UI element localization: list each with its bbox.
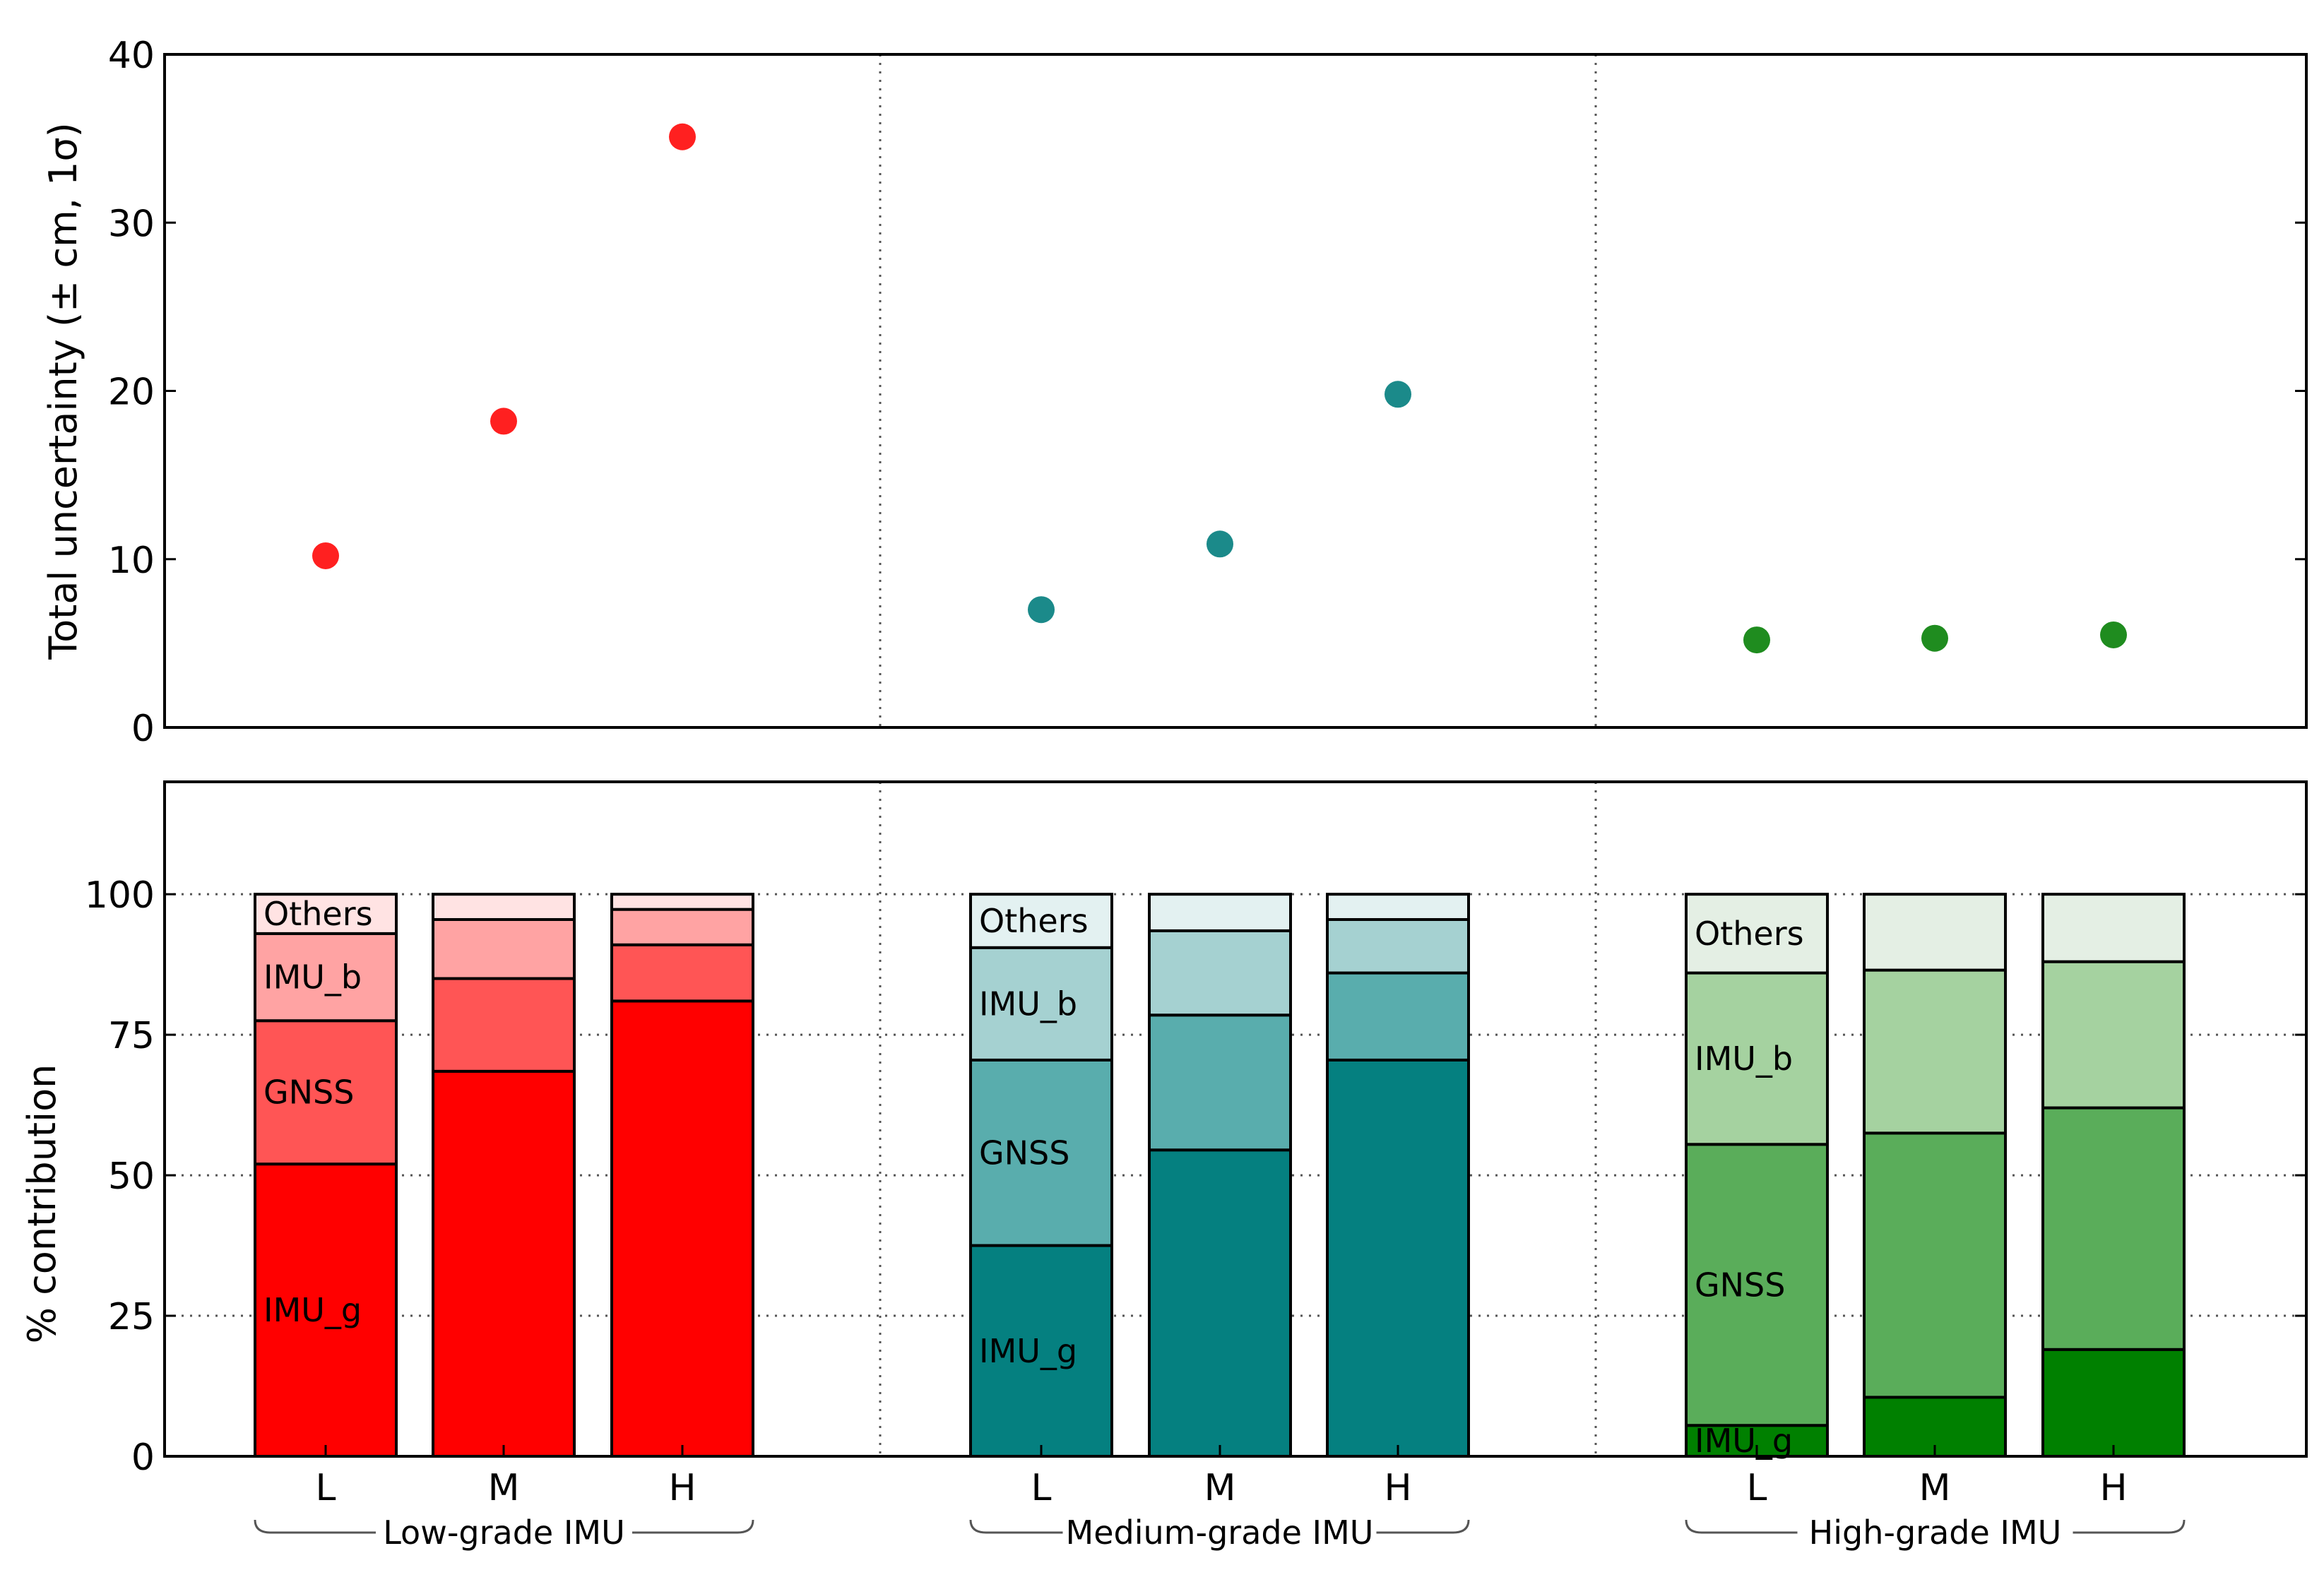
data-point bbox=[490, 408, 517, 435]
bar-segment-imu-b bbox=[1685, 971, 1829, 1146]
bottom-panel: IMU_g GNSS IMU_b Others L M H Low-grade IMU IMU_… bbox=[20, 780, 2308, 1552]
bar-segment-imu-g bbox=[610, 999, 754, 1458]
bar-segment-label: IMU_b bbox=[979, 985, 1077, 1023]
data-point bbox=[669, 123, 696, 150]
bottom-plot-frame bbox=[163, 780, 2308, 1458]
data-point bbox=[2100, 621, 2127, 648]
bar-segment-others bbox=[2041, 893, 2186, 963]
bar-segment-gnss bbox=[1863, 1131, 2007, 1399]
bar-segment-gnss bbox=[1685, 1143, 1829, 1427]
bar-segment-imu-b bbox=[1863, 968, 2007, 1135]
bar-segment-label: GNSS bbox=[979, 1134, 1069, 1172]
x-tick-label: L bbox=[1031, 1467, 1052, 1509]
bar-segment-label: IMU_g bbox=[1695, 1422, 1793, 1460]
x-tick-label: H bbox=[1384, 1467, 1411, 1509]
bar-segment-label: Others bbox=[1695, 915, 1804, 953]
bar-segment-imu-g bbox=[432, 1069, 576, 1458]
y-tick-label: 10 bbox=[108, 540, 155, 582]
bar-segment-imu-b bbox=[610, 908, 754, 946]
bar-segment-label: Others bbox=[979, 902, 1089, 940]
bar-segment-imu-b bbox=[254, 932, 398, 1023]
bar-segment-imu-b bbox=[432, 917, 576, 980]
y-tick-label: 100 bbox=[85, 874, 155, 917]
bar-segment-others bbox=[610, 893, 754, 911]
bar-segment-others bbox=[1863, 893, 2007, 972]
x-tick-label: L bbox=[1747, 1467, 1767, 1509]
y-tick-label: 40 bbox=[108, 35, 155, 77]
bar-segment-others bbox=[1685, 893, 1829, 975]
y-axis-label: Total uncertainty (± cm, 1σ) bbox=[41, 122, 85, 660]
bar-segment-others bbox=[1326, 893, 1470, 921]
bar-segment-imu-g bbox=[1326, 1058, 1470, 1458]
bar-segment-label: IMU_b bbox=[263, 958, 362, 997]
x-tick-label: H bbox=[2099, 1467, 2127, 1509]
bar-segment-others bbox=[254, 893, 398, 935]
x-tick-label: H bbox=[668, 1467, 696, 1509]
x-tick-label: M bbox=[488, 1467, 520, 1509]
bar-segment-imu-g bbox=[1148, 1148, 1292, 1458]
bar-segment-gnss bbox=[2041, 1106, 2186, 1351]
bar-segment-gnss bbox=[969, 1058, 1113, 1247]
y-tick-label: 75 bbox=[108, 1015, 155, 1057]
bar-segment-gnss bbox=[610, 943, 754, 1003]
group-brace bbox=[969, 1519, 1470, 1534]
x-tick-label: M bbox=[1919, 1467, 1951, 1509]
bar-segment-label: GNSS bbox=[1695, 1266, 1785, 1304]
bar-segment-gnss bbox=[254, 1019, 398, 1166]
bar-segment-others bbox=[432, 893, 576, 921]
top-plot-frame bbox=[163, 53, 2308, 729]
bar-segment-imu-g bbox=[254, 1162, 398, 1458]
y-tick-label: 25 bbox=[108, 1296, 155, 1338]
y-tick-label: 0 bbox=[131, 1437, 155, 1479]
top-panel: 0 10 20 30 40 Total uncertainty (± cm, 1σ) bbox=[41, 35, 2308, 750]
bar-segment-gnss bbox=[432, 977, 576, 1073]
bar-segment-label: IMU_b bbox=[1695, 1040, 1793, 1078]
x-tick-label: M bbox=[1204, 1467, 1236, 1509]
data-point bbox=[1207, 530, 1233, 558]
data-point bbox=[1028, 596, 1055, 624]
group-label: Low-grade IMU bbox=[383, 1513, 625, 1552]
group-label: Medium-grade IMU bbox=[1066, 1513, 1374, 1552]
data-point bbox=[1385, 381, 1411, 408]
group-label: High-grade IMU bbox=[1809, 1513, 2062, 1552]
bar-segment-imu-b bbox=[2041, 960, 2186, 1110]
y-tick-label: 30 bbox=[108, 203, 155, 245]
bar-segment-others bbox=[969, 893, 1113, 949]
y-tick-label: 20 bbox=[108, 371, 155, 414]
bar-segment-imu-b bbox=[1148, 929, 1292, 1017]
bar-segment-label: GNSS bbox=[263, 1074, 354, 1112]
y-tick-label: 50 bbox=[108, 1155, 155, 1198]
bar-segment-gnss bbox=[1148, 1013, 1292, 1152]
data-point bbox=[1921, 624, 1948, 652]
bar-segment-label: IMU_g bbox=[263, 1291, 362, 1329]
bar-segment-others bbox=[1148, 893, 1292, 932]
group-brace bbox=[254, 1519, 754, 1534]
x-tick-label: L bbox=[316, 1467, 336, 1509]
group-brace bbox=[1685, 1519, 2186, 1534]
data-point bbox=[1743, 626, 1770, 654]
bar-segment-label: IMU_g bbox=[979, 1332, 1077, 1370]
bar-segment-imu-g bbox=[2041, 1348, 2186, 1458]
bar-segment-gnss bbox=[1326, 971, 1470, 1061]
bar-segment-label: Others bbox=[263, 895, 373, 933]
bar-segment-imu-g bbox=[969, 1244, 1113, 1458]
data-point bbox=[312, 542, 339, 569]
bar-segment-imu-b bbox=[1326, 917, 1470, 975]
y-tick-label: 0 bbox=[131, 708, 155, 750]
y-axis-label: % contribution bbox=[20, 1064, 64, 1344]
